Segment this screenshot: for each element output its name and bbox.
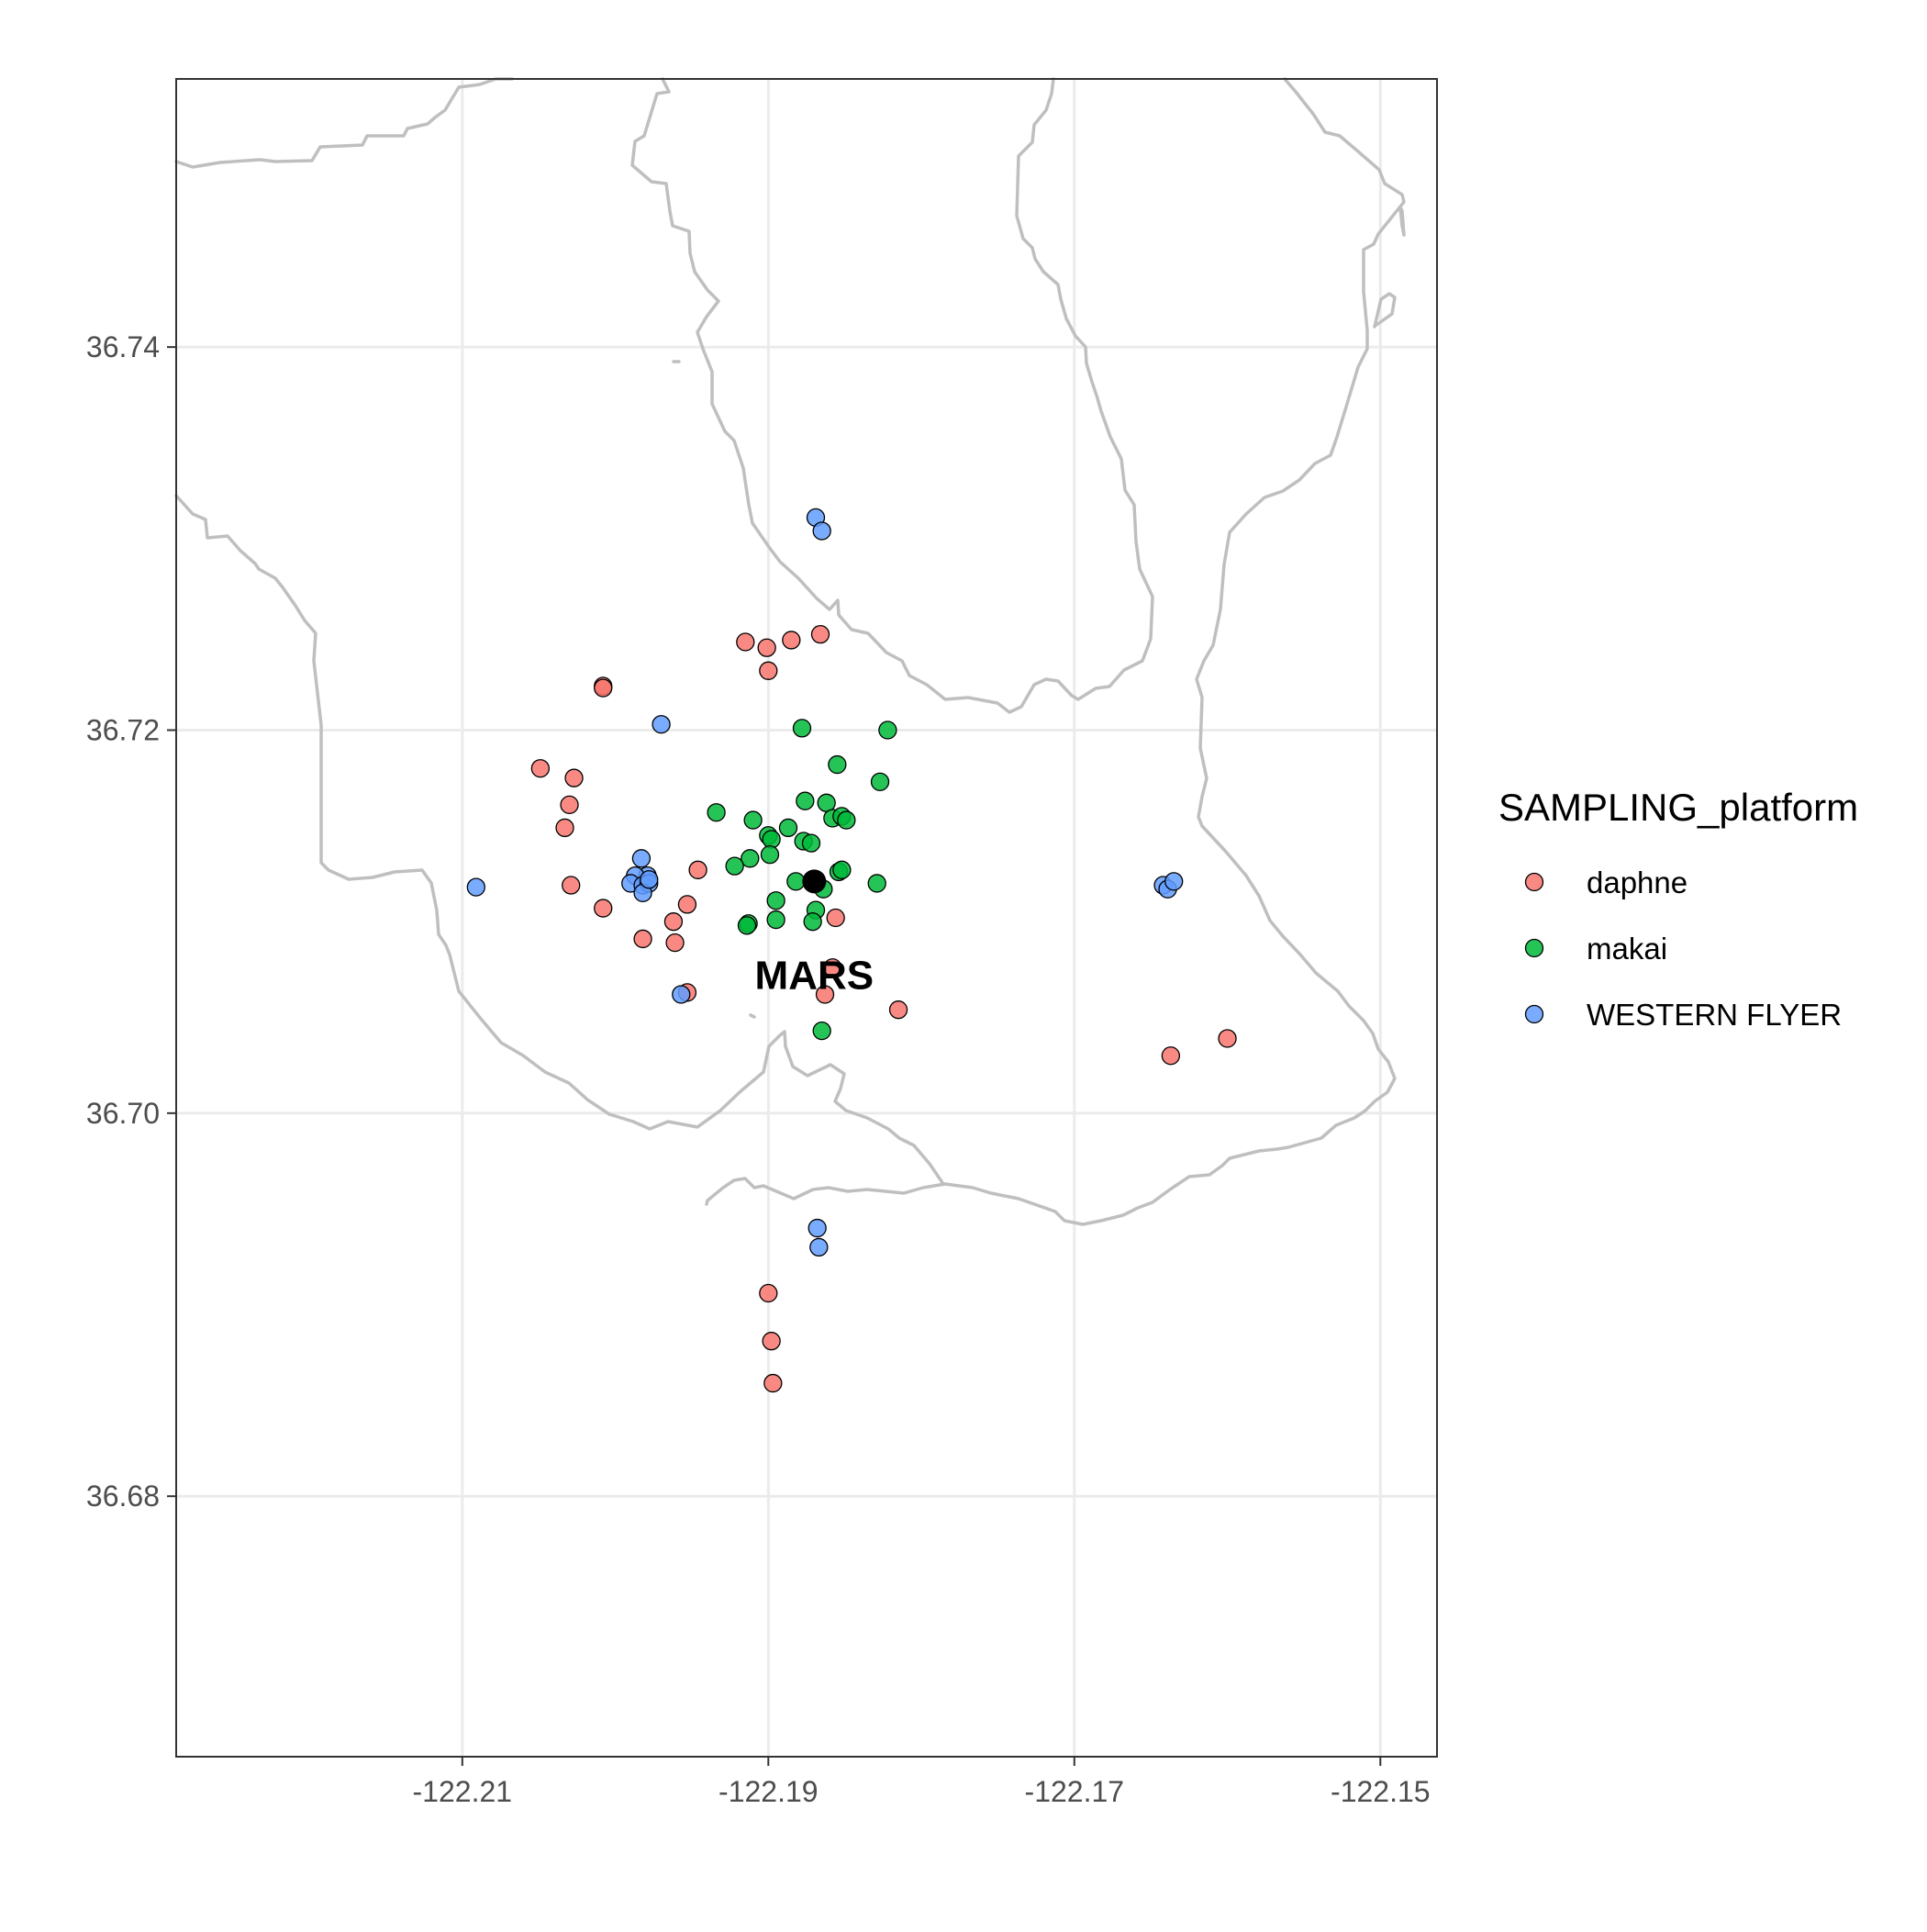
point-makai-21 bbox=[786, 872, 806, 891]
point-daphne-8 bbox=[633, 929, 652, 949]
panel-border bbox=[175, 78, 1438, 1758]
point-daphne-19 bbox=[826, 908, 845, 928]
point-daphne-4 bbox=[562, 876, 581, 895]
point-daphne-16 bbox=[759, 661, 778, 680]
legend-key-1 bbox=[1524, 938, 1544, 958]
point-daphne-14 bbox=[736, 632, 755, 652]
point-western-flyer-1 bbox=[812, 521, 831, 541]
point-western-flyer-15 bbox=[1164, 872, 1184, 891]
point-western-flyer-17 bbox=[809, 1237, 829, 1257]
annotation-layer: MARS bbox=[755, 869, 874, 999]
x-tick-label-3: -122.15 bbox=[1331, 1775, 1431, 1808]
point-makai-29 bbox=[803, 912, 822, 932]
coastline-canyon-east bbox=[705, 77, 1406, 1226]
coastline-south-west bbox=[174, 494, 945, 1186]
y-tick-label-3: 36.74 bbox=[86, 330, 160, 363]
coastline-speck-2 bbox=[749, 1013, 756, 1019]
point-makai-15 bbox=[801, 833, 821, 853]
point-makai-26 bbox=[766, 910, 785, 930]
legend-title: SAMPLING_platform bbox=[1498, 786, 1858, 829]
point-daphne-25 bbox=[759, 1283, 778, 1303]
x-tick-label-0: -122.21 bbox=[413, 1775, 513, 1808]
coastline bbox=[174, 77, 1406, 1226]
point-western-flyer-3 bbox=[631, 849, 652, 868]
point-daphne-23 bbox=[1161, 1046, 1181, 1066]
annotation-label-0: MARS bbox=[755, 954, 874, 999]
legend-label-0: daphne bbox=[1587, 865, 1688, 899]
x-tick-label-1: -122.19 bbox=[718, 1775, 819, 1808]
point-daphne-26 bbox=[762, 1332, 781, 1351]
point-western-flyer-11 bbox=[466, 877, 485, 897]
coastline-east-island-2 bbox=[1373, 292, 1397, 329]
point-daphne-6 bbox=[594, 678, 613, 698]
y-tick-label-0: 36.68 bbox=[86, 1480, 160, 1513]
point-daphne-17 bbox=[782, 631, 801, 650]
x-tick-label-2: -122.17 bbox=[1025, 1775, 1125, 1808]
y-tick-label-2: 36.72 bbox=[86, 713, 160, 746]
coastline-canyon-west bbox=[630, 77, 1154, 714]
point-makai-11 bbox=[778, 818, 798, 838]
point-makai-16 bbox=[760, 844, 780, 865]
legend-label-2: WESTERN FLYER bbox=[1587, 998, 1842, 1032]
point-daphne-7 bbox=[594, 899, 613, 918]
point-western-flyer-12 bbox=[672, 985, 691, 1004]
point-daphne-10 bbox=[665, 932, 685, 953]
point-makai-0 bbox=[792, 719, 812, 738]
point-makai-7 bbox=[743, 810, 763, 830]
point-makai-10 bbox=[837, 810, 856, 830]
point-daphne-9 bbox=[663, 912, 684, 932]
y-axis: 36.68 36.70 36.72 36.74 bbox=[86, 330, 176, 1513]
point-daphne-20 bbox=[823, 958, 842, 977]
x-axis: -122.21 -122.19 -122.17 -122.15 bbox=[413, 1757, 1431, 1808]
point-western-flyer-16 bbox=[808, 1218, 827, 1238]
legend-label-1: makai bbox=[1587, 932, 1667, 966]
point-daphne-3 bbox=[555, 818, 574, 838]
point-daphne-2 bbox=[560, 795, 579, 815]
point-daphne-18 bbox=[810, 625, 830, 644]
legend-key-2 bbox=[1524, 1004, 1544, 1024]
point-western-flyer-2 bbox=[652, 715, 671, 734]
y-tick-label-1: 36.70 bbox=[86, 1097, 160, 1130]
point-makai-23 bbox=[867, 874, 886, 893]
point-makai-5 bbox=[796, 791, 815, 810]
point-makai-17 bbox=[741, 849, 760, 868]
point-makai-13 bbox=[762, 830, 781, 849]
point-makai-18 bbox=[725, 856, 744, 876]
legend-key-0 bbox=[1524, 872, 1544, 892]
point-makai-1 bbox=[878, 720, 897, 740]
point-makai-20 bbox=[832, 860, 852, 879]
point-makai-2 bbox=[828, 754, 847, 775]
point-daphne-21 bbox=[815, 985, 835, 1004]
point-daphne-12 bbox=[688, 860, 707, 879]
point-daphne-15 bbox=[757, 638, 776, 657]
point-makai-3 bbox=[870, 772, 890, 791]
points-layer bbox=[466, 508, 1237, 1393]
point-daphne-22 bbox=[888, 1000, 908, 1020]
point-makai-28 bbox=[737, 916, 757, 935]
coastline-east-island-1 bbox=[1398, 206, 1406, 237]
coastline-north-left bbox=[174, 77, 514, 169]
annotation-marker-0 bbox=[802, 869, 827, 894]
point-daphne-27 bbox=[763, 1373, 783, 1393]
point-daphne-11 bbox=[677, 895, 697, 914]
point-daphne-24 bbox=[1218, 1029, 1237, 1048]
point-western-flyer-10 bbox=[640, 870, 659, 889]
point-makai-24 bbox=[766, 891, 785, 910]
point-makai-30 bbox=[812, 1021, 831, 1041]
point-makai-4 bbox=[707, 803, 726, 822]
point-daphne-0 bbox=[530, 759, 551, 778]
point-daphne-1 bbox=[564, 768, 584, 787]
